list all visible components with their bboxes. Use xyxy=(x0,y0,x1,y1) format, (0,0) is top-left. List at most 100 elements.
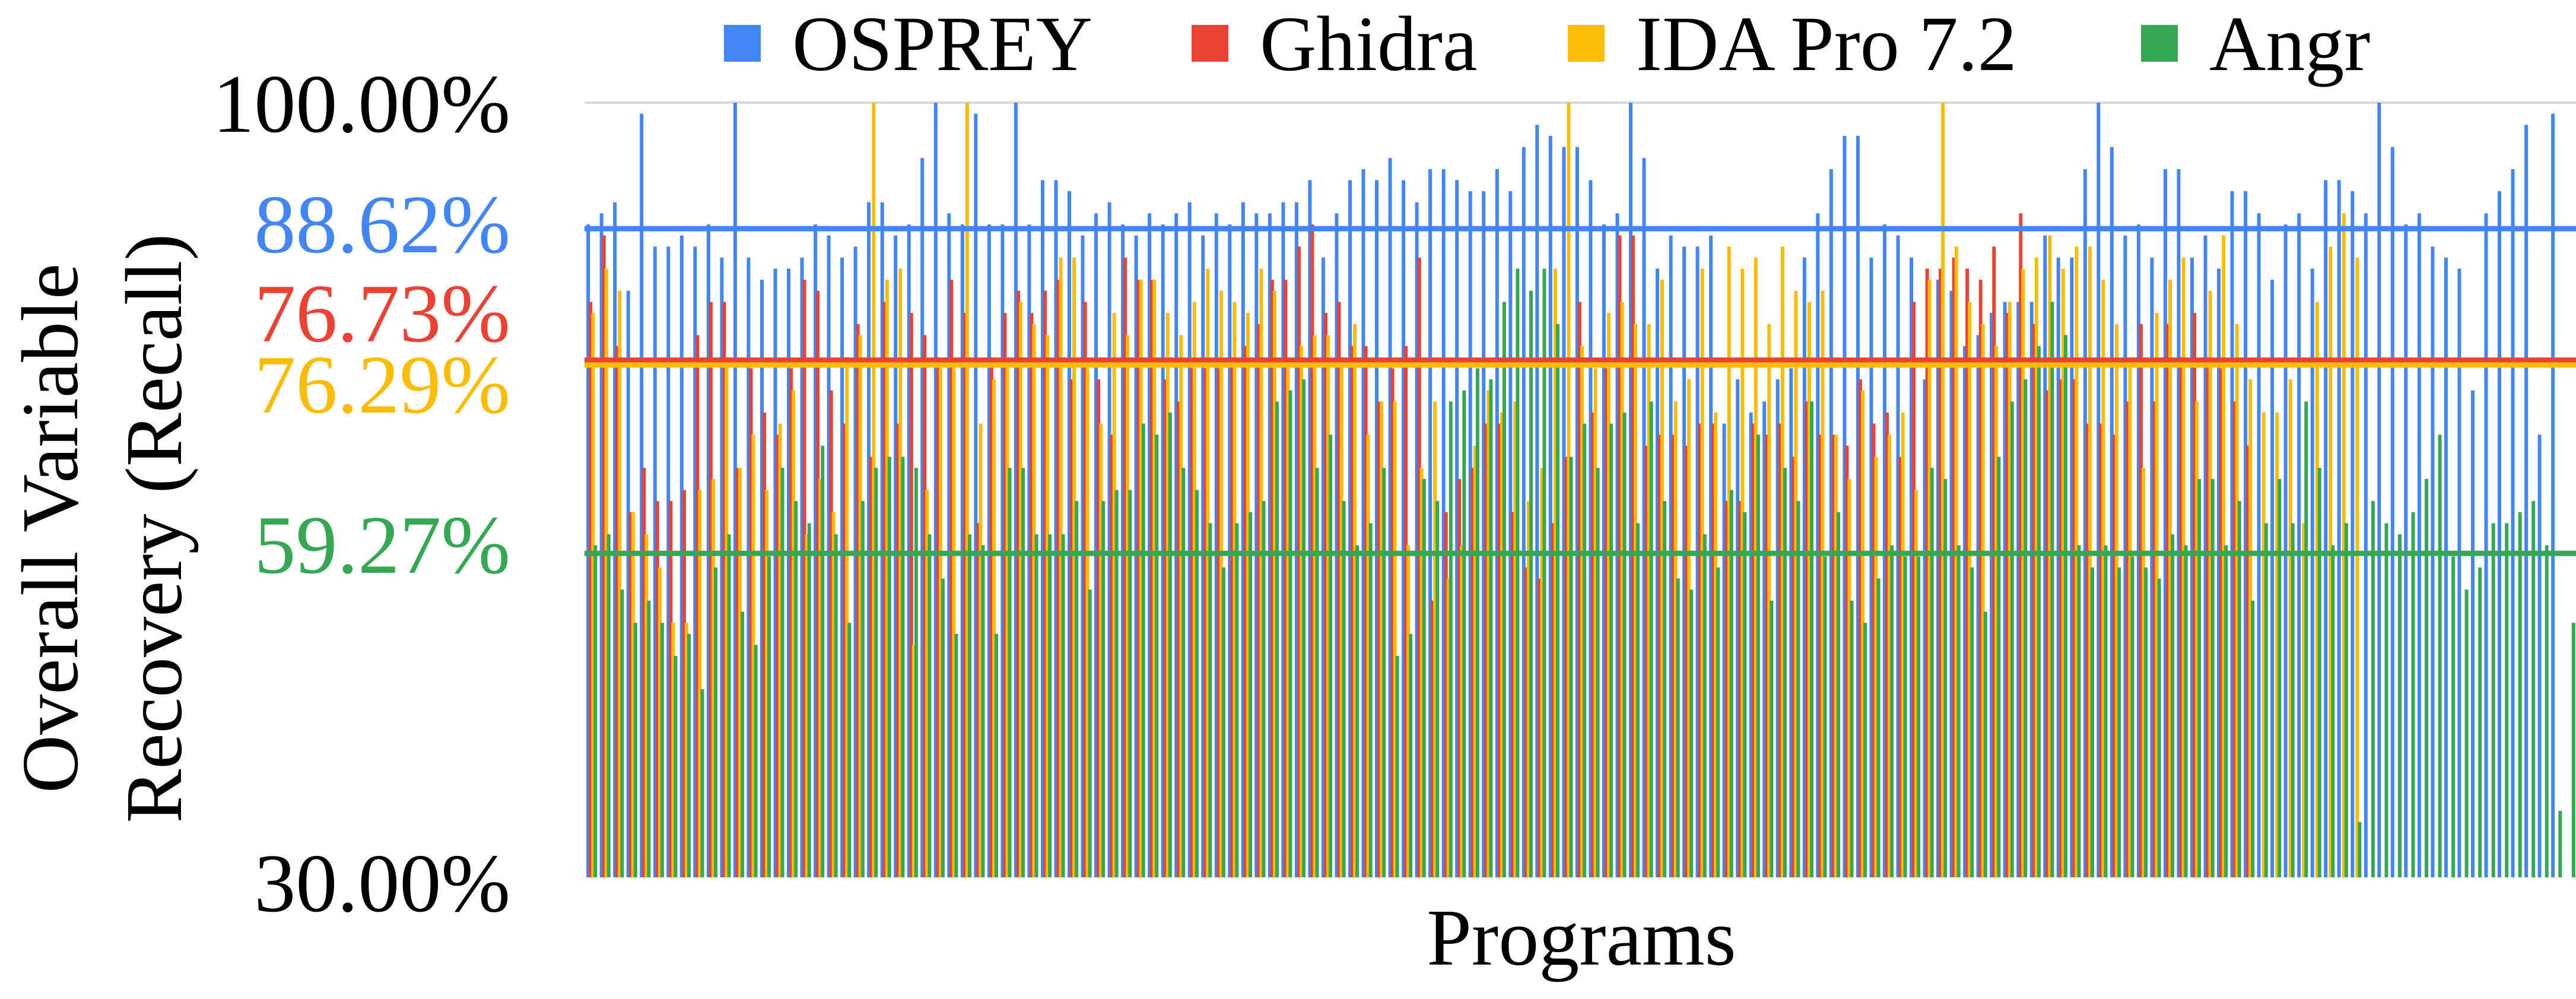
bar-ida-pro-7-2-10 xyxy=(712,478,715,877)
bar-angr-77 xyxy=(1609,423,1613,877)
bar-angr-103 xyxy=(1956,545,1961,877)
bar-ida-pro-7-2-129 xyxy=(2302,523,2306,877)
bar-angr-59 xyxy=(1368,523,1373,877)
bar-angr-119 xyxy=(2171,534,2175,877)
legend-label-ghidra: Ghidra xyxy=(1260,0,1478,87)
bar-ghidra-75 xyxy=(1577,302,1581,878)
bar-ghidra-46 xyxy=(1190,368,1194,877)
bar-ghidra-59 xyxy=(1364,346,1368,877)
bar-ida-pro-7-2-37 xyxy=(1072,258,1076,877)
bar-ghidra-116 xyxy=(2126,401,2130,877)
bar-angr-16 xyxy=(794,501,798,877)
bar-ghidra-21 xyxy=(856,324,860,877)
bar-angr-147 xyxy=(2545,545,2549,877)
bar-angr-26 xyxy=(928,534,932,877)
bar-ghidra-12 xyxy=(736,468,739,877)
bar-angr-49 xyxy=(1235,523,1239,877)
bar-angr-111 xyxy=(2063,335,2067,877)
bar-ida-pro-7-2-87 xyxy=(1740,268,1745,878)
bar-ida-pro-7-2-119 xyxy=(2168,280,2172,877)
bar-ghidra-104 xyxy=(1965,268,1970,878)
bar-angr-24 xyxy=(901,456,905,877)
avg-label-ghidra: 76.73% xyxy=(254,268,510,360)
bar-angr-96 xyxy=(1863,623,1867,877)
legend-item-osprey[interactable]: OSPREY xyxy=(724,0,1092,87)
bar-ida-pro-7-2-46 xyxy=(1192,302,1196,878)
bar-ghidra-28 xyxy=(949,280,954,877)
bar-ghidra-51 xyxy=(1257,324,1261,877)
bar-osprey-147 xyxy=(2537,435,2542,877)
bar-angr-71 xyxy=(1529,290,1533,877)
bar-osprey-6 xyxy=(653,246,657,877)
bar-angr-39 xyxy=(1101,501,1106,877)
bar-angr-108 xyxy=(2024,379,2028,877)
bar-angr-68 xyxy=(1489,379,1493,877)
bar-osprey-67 xyxy=(1468,191,1472,878)
bar-osprey-95 xyxy=(1843,135,1847,877)
bar-ida-pro-7-2-60 xyxy=(1380,401,1384,877)
bar-ida-pro-7-2-88 xyxy=(1754,258,1758,877)
bar-angr-2 xyxy=(606,534,611,877)
bar-osprey-9 xyxy=(693,246,697,877)
average-lines xyxy=(585,226,2576,556)
bar-angr-133 xyxy=(2358,822,2362,877)
bar-ghidra-111 xyxy=(2059,379,2063,877)
bar-ghidra-113 xyxy=(2085,423,2089,877)
bar-angr-52 xyxy=(1275,401,1279,877)
bar-angr-27 xyxy=(941,578,945,877)
bar-osprey-80 xyxy=(1642,158,1646,878)
bar-osprey-146 xyxy=(2524,125,2529,877)
bar-angr-28 xyxy=(954,633,958,877)
bar-osprey-76 xyxy=(1589,180,1593,877)
bar-ida-pro-7-2-21 xyxy=(858,335,862,877)
legend-item-ghidra[interactable]: Ghidra xyxy=(1192,0,1478,87)
bar-ghidra-36 xyxy=(1056,280,1060,877)
bar-ghidra-41 xyxy=(1123,258,1127,877)
bar-ghidra-88 xyxy=(1751,423,1755,877)
bar-ghidra-11 xyxy=(722,302,726,878)
bar-osprey-57 xyxy=(1335,213,1339,877)
bar-angr-83 xyxy=(1689,589,1694,877)
bar-osprey-70 xyxy=(1508,191,1513,878)
bar-osprey-116 xyxy=(2123,235,2127,878)
bar-angr-13 xyxy=(754,645,758,877)
bar-osprey-109 xyxy=(2029,302,2034,878)
bar-osprey-78 xyxy=(1615,213,1619,877)
bar-osprey-104 xyxy=(1963,346,1967,877)
bar-angr-64 xyxy=(1435,501,1440,877)
bar-osprey-89 xyxy=(1762,401,1767,877)
bar-ida-pro-7-2-28 xyxy=(952,368,956,877)
bar-ida-pro-7-2-30 xyxy=(979,423,983,877)
bar-angr-148 xyxy=(2558,811,2562,877)
bar-osprey-86 xyxy=(1722,423,1726,877)
bar-angr-50 xyxy=(1249,512,1252,877)
bar-osprey-126 xyxy=(2257,213,2261,877)
bar-angr-1 xyxy=(593,545,598,877)
bar-ghidra-13 xyxy=(749,368,753,877)
bar-ghidra-105 xyxy=(1978,280,1983,877)
bar-osprey-92 xyxy=(1802,258,1806,877)
bar-ida-pro-7-2-3 xyxy=(618,290,622,877)
bar-angr-72 xyxy=(1542,268,1546,878)
bar-ida-pro-7-2-121 xyxy=(2195,401,2199,877)
bar-angr-82 xyxy=(1676,578,1680,877)
legend-item-angr[interactable]: Angr xyxy=(2141,0,2370,87)
bar-angr-109 xyxy=(2037,346,2041,877)
bar-ghidra-30 xyxy=(976,523,980,877)
bar-ghidra-77 xyxy=(1605,368,1608,877)
bar-osprey-121 xyxy=(2190,258,2194,877)
bar-osprey-27 xyxy=(933,103,938,877)
bar-osprey-106 xyxy=(1990,313,1994,877)
bar-ida-pro-7-2-44 xyxy=(1165,313,1170,877)
bar-ida-pro-7-2-58 xyxy=(1353,324,1357,877)
legend-item-ida[interactable]: IDA Pro 7.2 xyxy=(1568,0,2017,87)
bar-ida-pro-7-2-120 xyxy=(2181,258,2186,877)
bar-ghidra-89 xyxy=(1765,435,1769,877)
bar-osprey-90 xyxy=(1775,379,1780,877)
bar-osprey-148 xyxy=(2551,113,2555,878)
bar-osprey-58 xyxy=(1348,180,1352,877)
bar-osprey-15 xyxy=(773,268,777,878)
bar-ghidra-23 xyxy=(882,302,887,878)
bar-ghidra-2 xyxy=(602,235,606,878)
bar-osprey-52 xyxy=(1268,213,1272,877)
